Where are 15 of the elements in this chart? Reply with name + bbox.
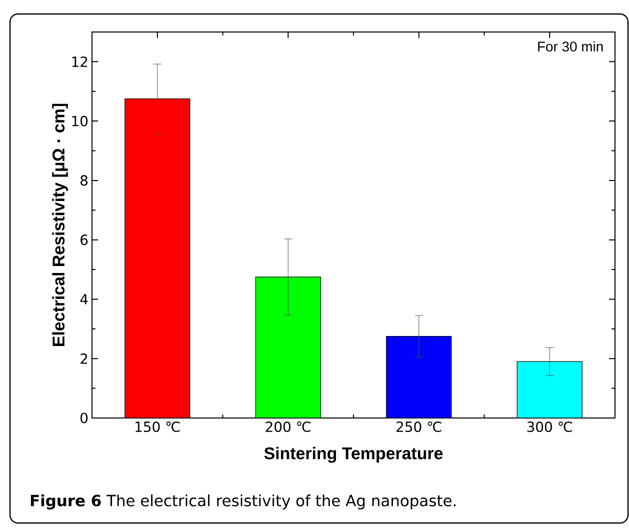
x-tick-label: 150 ℃ (136, 421, 180, 432)
y-tick-label: 2 (80, 353, 88, 364)
annotation: For 30 min (538, 41, 603, 52)
text: Figure 6 The electrical resistivity of the Ag nanopaste. (30, 494, 456, 510)
y-tick-label: 10 (72, 116, 88, 126)
x-tick-label: 300 ℃ (527, 421, 572, 432)
x-tick-label: 200 ℃ (266, 421, 310, 432)
y-tick-label: 12 (72, 56, 88, 67)
x-tick-label: 250 ℃ (396, 421, 442, 432)
x-axis-title: Sintering Temperature (264, 446, 443, 463)
y-tick-label: 4 (80, 294, 88, 304)
y-tick-label: 6 (80, 234, 88, 246)
y-tick-label: 8 (80, 175, 88, 186)
y-axis-title: Electrical Resistivity [μΩ · cm] (52, 104, 68, 346)
y-tick-label: 0 (80, 412, 88, 424)
